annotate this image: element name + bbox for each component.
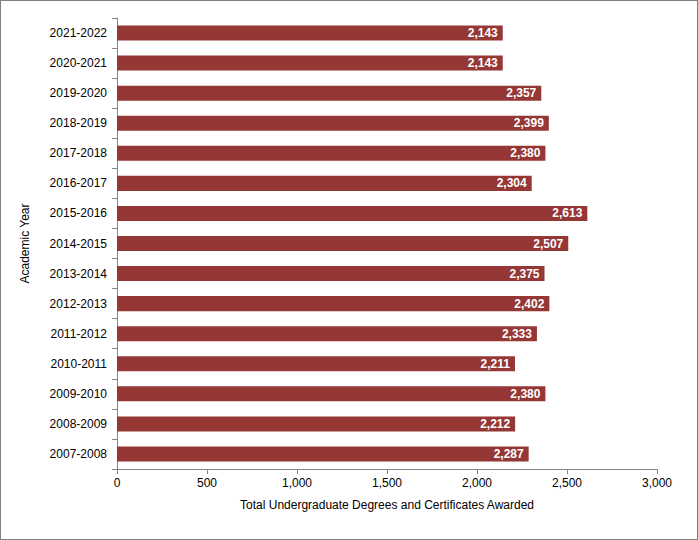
svg-text:2016-2017: 2016-2017 bbox=[50, 176, 108, 190]
svg-text:2012-2013: 2012-2013 bbox=[50, 297, 108, 311]
svg-text:3,000: 3,000 bbox=[642, 476, 672, 490]
svg-text:2019-2020: 2019-2020 bbox=[50, 86, 108, 100]
svg-text:Total Undergraduate Degrees an: Total Undergraduate Degrees and Certific… bbox=[240, 498, 534, 512]
svg-text:2,212: 2,212 bbox=[480, 417, 510, 431]
svg-text:2009-2010: 2009-2010 bbox=[50, 387, 108, 401]
svg-text:2,000: 2,000 bbox=[462, 476, 492, 490]
svg-text:2017-2018: 2017-2018 bbox=[50, 146, 108, 160]
svg-text:1,000: 1,000 bbox=[282, 476, 312, 490]
svg-text:2,333: 2,333 bbox=[502, 327, 532, 341]
svg-text:2,357: 2,357 bbox=[506, 86, 536, 100]
svg-text:2,211: 2,211 bbox=[481, 357, 511, 371]
svg-text:2,402: 2,402 bbox=[514, 297, 544, 311]
svg-text:2,304: 2,304 bbox=[497, 176, 527, 190]
svg-text:2011-2012: 2011-2012 bbox=[51, 327, 108, 341]
svg-text:2,375: 2,375 bbox=[509, 267, 539, 281]
svg-text:2,287: 2,287 bbox=[494, 447, 524, 461]
svg-text:2,500: 2,500 bbox=[552, 476, 582, 490]
svg-text:2,143: 2,143 bbox=[468, 26, 498, 40]
svg-text:2018-2019: 2018-2019 bbox=[50, 116, 108, 130]
svg-text:0: 0 bbox=[114, 476, 121, 490]
svg-text:Academic Year: Academic Year bbox=[18, 203, 32, 283]
svg-text:2,507: 2,507 bbox=[533, 237, 563, 251]
svg-text:1,500: 1,500 bbox=[372, 476, 402, 490]
svg-text:2008-2009: 2008-2009 bbox=[50, 417, 108, 431]
svg-text:2,143: 2,143 bbox=[468, 56, 498, 70]
svg-text:2020-2021: 2020-2021 bbox=[50, 56, 108, 70]
svg-text:2,613: 2,613 bbox=[552, 206, 582, 220]
svg-text:2,380: 2,380 bbox=[510, 146, 540, 160]
svg-text:2010-2011: 2010-2011 bbox=[51, 357, 108, 371]
svg-text:2015-2016: 2015-2016 bbox=[50, 206, 108, 220]
svg-text:2014-2015: 2014-2015 bbox=[50, 237, 108, 251]
svg-text:2021-2022: 2021-2022 bbox=[50, 26, 108, 40]
svg-text:2,399: 2,399 bbox=[514, 116, 544, 130]
svg-text:500: 500 bbox=[197, 476, 217, 490]
svg-text:2013-2014: 2013-2014 bbox=[50, 267, 108, 281]
svg-text:2007-2008: 2007-2008 bbox=[50, 447, 108, 461]
svg-text:2,380: 2,380 bbox=[510, 387, 540, 401]
